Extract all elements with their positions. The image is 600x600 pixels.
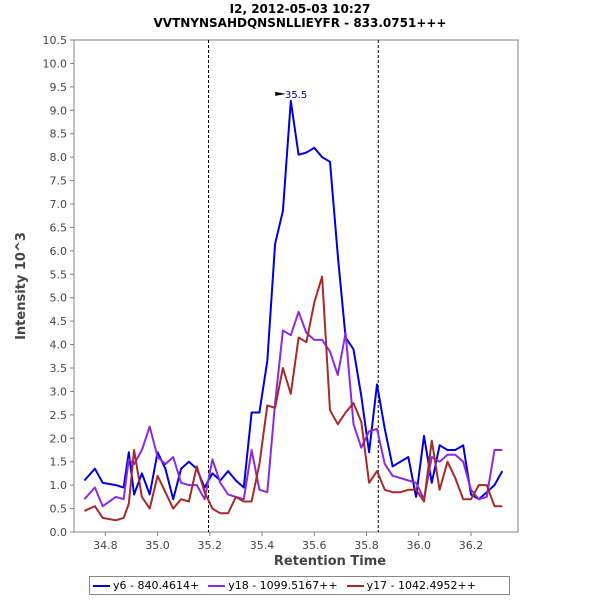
peak-label: 35.5 <box>285 90 307 101</box>
legend-label-y17: y17 - 1042.4952++ <box>366 579 476 592</box>
peak-arrow-icon <box>275 91 287 96</box>
y-tick-label: 5.0 <box>50 292 68 305</box>
legend-item-y18: y18 - 1099.5167++ <box>208 579 338 592</box>
x-tick-label: 36.0 <box>407 539 432 552</box>
x-tick-label: 34.8 <box>93 539 118 552</box>
y-tick-label: 7.5 <box>50 175 68 188</box>
series-line-y17 <box>83 275 503 522</box>
chart-title: I2, 2012-05-03 10:27 <box>229 2 371 16</box>
legend: y6 - 840.4614+ y18 - 1099.5167++ y17 - 1… <box>89 576 510 595</box>
y-tick-label: 5.5 <box>50 268 68 281</box>
legend-label-y6: y6 - 840.4614+ <box>113 579 200 592</box>
legend-item-y6: y6 - 840.4614+ <box>93 579 199 592</box>
y-tick-label: 0.5 <box>50 503 68 516</box>
y-tick-label: 6.0 <box>50 245 68 258</box>
x-tick-label: 35.4 <box>250 539 275 552</box>
y-tick-label: 3.0 <box>50 385 68 398</box>
x-axis-label: Retention Time <box>274 554 386 569</box>
series-line-y6 <box>83 99 504 501</box>
y-tick-label: 2.5 <box>50 409 68 422</box>
y-tick-label: 6.5 <box>50 221 68 234</box>
x-tick-label: 35.6 <box>302 539 327 552</box>
series-group <box>83 99 504 522</box>
y-tick-label: 4.5 <box>50 315 68 328</box>
x-tick-label: 35.2 <box>198 539 223 552</box>
y-tick-label: 2.0 <box>50 432 68 445</box>
y-tick-label: 0.0 <box>50 526 68 539</box>
y-tick-label: 1.0 <box>50 479 68 492</box>
y-tick-label: 4.0 <box>50 339 68 352</box>
x-tick-label: 36.2 <box>459 539 484 552</box>
chart-subtitle: VVTNYNSAHDQNSNLLIEYFR - 833.0751+++ <box>153 16 447 30</box>
y-axis-label: Intensity 10^3 <box>14 232 29 340</box>
y-tick-label: 10.0 <box>43 57 68 70</box>
y-tick-label: 8.5 <box>50 128 68 141</box>
y-tick-label: 8.0 <box>50 151 68 164</box>
legend-swatch-y6 <box>93 584 110 587</box>
y-tick-label: 7.0 <box>50 198 68 211</box>
x-tick-label: 35.8 <box>354 539 379 552</box>
legend-item-y17: y17 - 1042.4952++ <box>346 579 476 592</box>
legend-swatch-y17 <box>346 584 364 587</box>
y-tick-label: 9.0 <box>50 104 68 117</box>
legend-label-y18: y18 - 1099.5167++ <box>228 579 338 592</box>
x-tick-label: 35.0 <box>145 539 170 552</box>
y-tick-label: 10.5 <box>43 34 68 47</box>
y-tick-label: 1.5 <box>50 456 68 469</box>
legend-swatch-y18 <box>208 584 226 587</box>
peak-annotation: 35.5 <box>275 90 307 101</box>
y-tick-label: 9.5 <box>50 81 68 94</box>
series-line-y18 <box>83 310 503 508</box>
boundary-lines <box>208 40 379 532</box>
axes: 0.0 0.5 1.0 1.5 2.0 2.5 3.0 3.5 4.0 4.5 5.0 5.5 6.0 6… <box>43 34 484 552</box>
y-tick-label: 3.5 <box>50 362 68 375</box>
plot-area <box>73 39 519 533</box>
